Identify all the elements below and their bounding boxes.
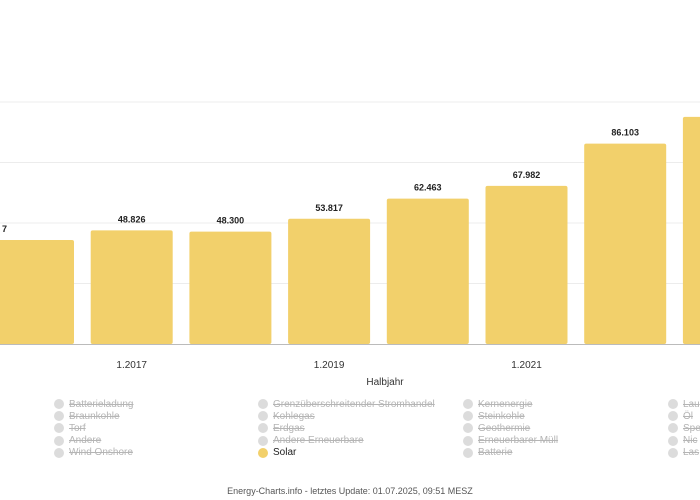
legend-dot-icon <box>463 399 473 410</box>
legend-label: Nic <box>683 435 698 447</box>
x-axis-title: Halbjahr <box>366 377 404 388</box>
legend-dot-icon <box>668 423 678 434</box>
legend-item[interactable]: Steinkohle <box>463 410 558 422</box>
bar-value-label: 53.817 <box>315 203 343 213</box>
bar-value-label: 86.103 <box>611 128 639 138</box>
legend-dot-icon <box>54 435 64 446</box>
legend-item[interactable]: Batterie <box>463 447 558 459</box>
legend-dot-icon <box>668 399 678 410</box>
bar[interactable] <box>90 230 173 344</box>
legend-dot-icon <box>258 399 268 410</box>
legend-label: Wind Onshore <box>69 447 133 459</box>
bar-value-label: 48.826 <box>118 214 146 224</box>
legend-item[interactable]: Las <box>668 447 700 459</box>
footer-source: Energy-Charts.info - letztes Update: 01.… <box>227 486 473 496</box>
legend-dot-icon <box>258 411 268 422</box>
legend-dot-icon <box>668 435 678 446</box>
legend-dot-icon <box>463 423 473 434</box>
bar-value-label: 48.300 <box>217 216 245 226</box>
legend-item[interactable]: Lau <box>668 398 700 410</box>
legend-label: Solar <box>273 447 297 459</box>
legend-item[interactable]: Torf <box>54 422 134 434</box>
legend-dot-icon <box>54 411 64 422</box>
legend-label: Torf <box>69 422 86 434</box>
legend-dot-icon <box>668 447 678 458</box>
legend-dot-icon <box>258 423 268 434</box>
legend-label: Kohlegas <box>273 410 315 422</box>
bar-value-label: 67.982 <box>513 170 541 180</box>
legend-column: Batterieladung Braunkohle Torf Andere Wind O… <box>54 398 134 459</box>
legend-item[interactable]: Kernenergie <box>463 398 558 410</box>
bar-value-label: 7 <box>2 224 7 234</box>
legend-item[interactable]: Erneuerbarer Müll <box>463 435 558 447</box>
legend-dot-icon <box>54 447 64 458</box>
legend-column: Lau Öl Spe Nic Las <box>668 398 700 459</box>
legend-dot-icon <box>463 435 473 446</box>
legend-dot-icon <box>463 411 473 422</box>
legend-label: Erdgas <box>273 422 305 434</box>
bar[interactable] <box>0 240 74 344</box>
legend-label: Kernenergie <box>478 398 533 410</box>
legend-item[interactable]: Andere Erneuerbare <box>258 435 435 447</box>
legend-label: Spe <box>683 422 700 434</box>
legend-label: Lau <box>683 398 700 410</box>
legend-item[interactable]: Grenzüberschreitender Stromhandel <box>258 398 435 410</box>
legend-label: Geothermie <box>478 422 531 434</box>
legend-dot-icon <box>54 423 64 434</box>
bar-value-label: 62.463 <box>414 183 442 193</box>
legend-label: Andere <box>69 435 102 447</box>
x-tick-label: 1.2017 <box>116 360 147 371</box>
legend-item[interactable]: Geothermie <box>463 422 558 434</box>
bar[interactable] <box>386 198 469 344</box>
legend-item[interactable]: Nic <box>668 435 700 447</box>
legend-label: Batterie <box>478 447 513 459</box>
bar[interactable] <box>189 231 272 344</box>
legend-label: Las <box>683 447 700 459</box>
bar[interactable] <box>584 143 667 344</box>
legend-item[interactable]: Öl <box>668 410 700 422</box>
legend-label: Erneuerbarer Müll <box>478 435 559 447</box>
legend-label: Öl <box>683 410 693 422</box>
legend-dot-icon <box>258 447 268 458</box>
legend-dot-icon <box>668 411 678 422</box>
legend-label: Braunkohle <box>69 410 120 422</box>
legend-item[interactable]: Wind Onshore <box>54 447 134 459</box>
legend-item[interactable]: Erdgas <box>258 422 435 434</box>
legend-dot-icon <box>463 447 473 458</box>
legend-label: Batterieladung <box>69 398 134 410</box>
bar[interactable] <box>485 185 568 344</box>
legend-label: Steinkohle <box>478 410 525 422</box>
bar-value-labels: 748.82648.30053.81762.46367.98286.10397.… <box>2 128 639 234</box>
bar[interactable] <box>288 218 371 344</box>
legend-item[interactable]: Braunkohle <box>54 410 134 422</box>
legend-item[interactable]: Batterieladung <box>54 398 134 410</box>
legend-item[interactable]: Solar <box>258 447 435 459</box>
legend-item[interactable]: Kohlegas <box>258 410 435 422</box>
bars <box>0 116 700 344</box>
legend-item[interactable]: Spe <box>668 422 700 434</box>
legend-dot-icon <box>258 435 268 446</box>
x-tick-label: 1.2019 <box>314 360 345 371</box>
legend-label: Grenzüberschreitender Stromhandel <box>273 398 435 410</box>
legend-column: Kernenergie Steinkohle Geothermie Erneuerba… <box>463 398 558 459</box>
legend-dot-icon <box>54 399 64 410</box>
x-tick-label: 1.2021 <box>511 360 542 371</box>
bar[interactable] <box>682 116 700 344</box>
legend-item[interactable]: Andere <box>54 435 134 447</box>
legend-label: Andere Erneuerbare <box>273 435 364 447</box>
legend-column: Grenzüberschreitender Stromhandel Kohlega… <box>258 398 435 459</box>
